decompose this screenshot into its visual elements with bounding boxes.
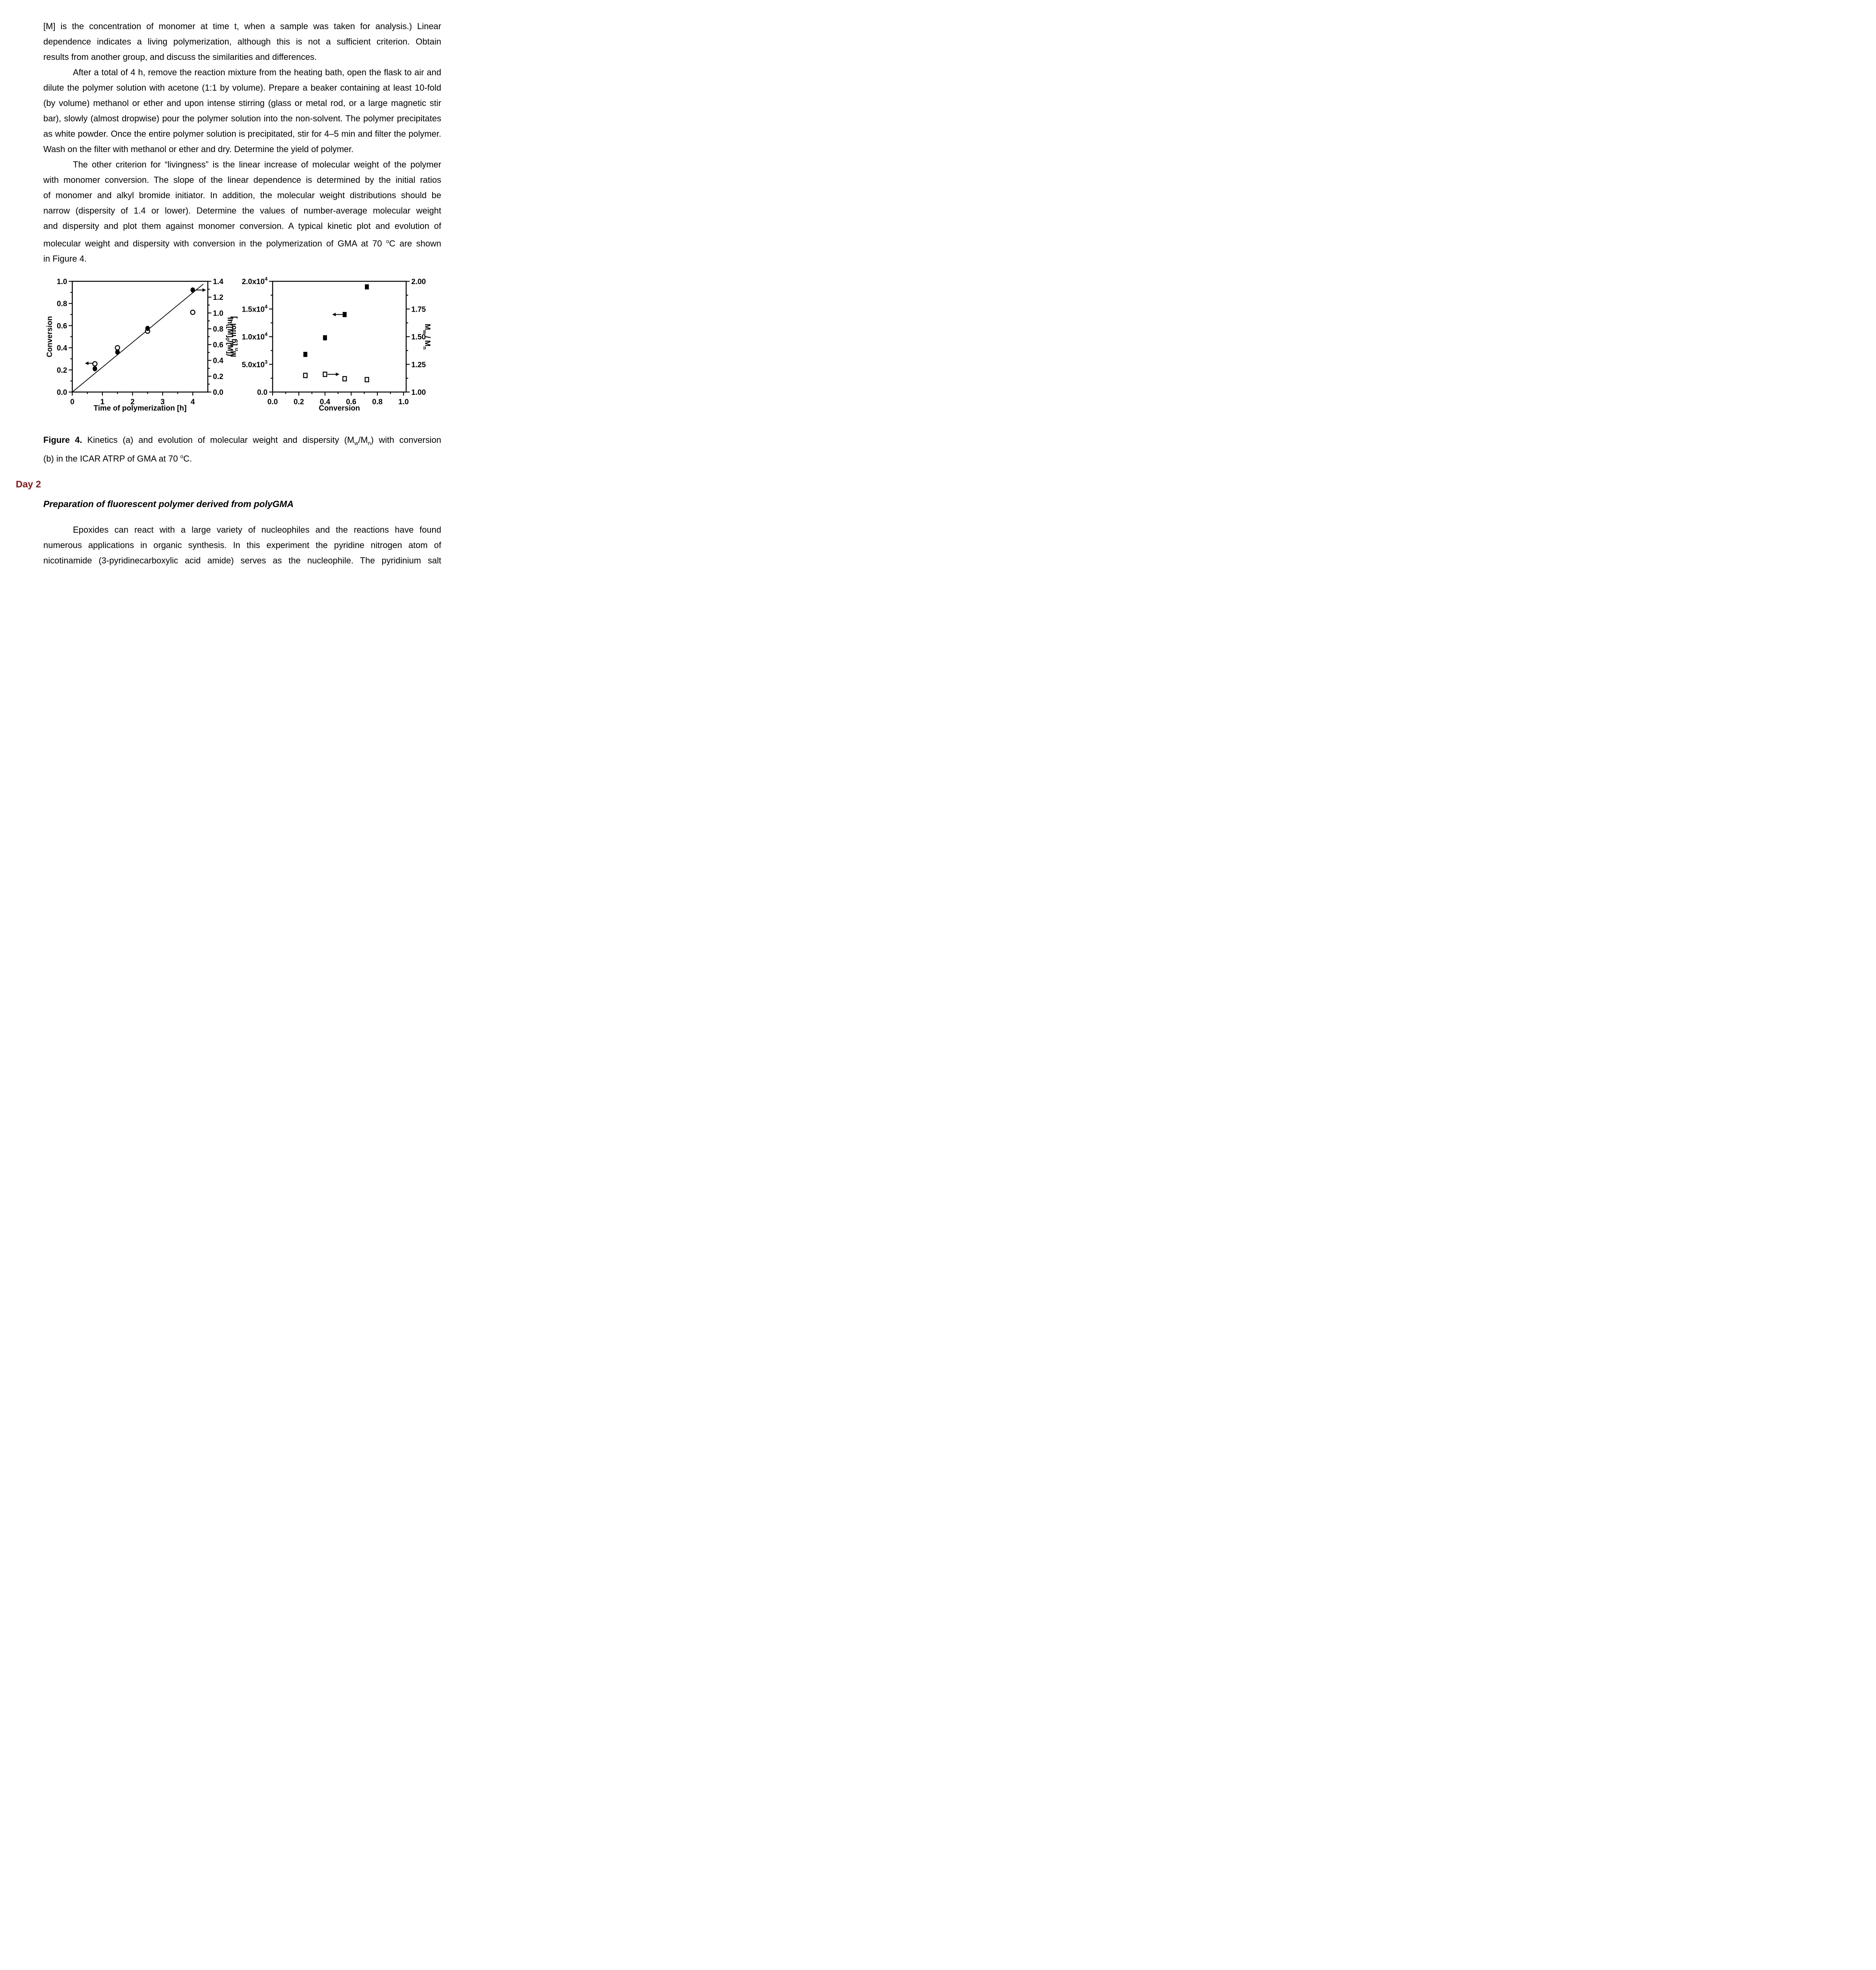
text-line: narrow (dispersity of 1.4 or lower). Det… [43, 206, 441, 216]
svg-text:0.8: 0.8 [372, 398, 383, 406]
svg-text:0.2: 0.2 [57, 366, 67, 375]
svg-text:1.0x104: 1.0x104 [242, 331, 268, 342]
text-line: dilute the polymer solution with acetone… [43, 83, 441, 93]
svg-text:0.6: 0.6 [57, 322, 67, 330]
svg-text:0.0: 0.0 [57, 388, 67, 397]
text-line: bar), slowly (almost dropwise) pour the … [43, 113, 441, 123]
svg-text:4: 4 [191, 398, 195, 406]
paragraph-3: The other criterion for “livingness” is … [43, 157, 441, 266]
text-line: (by volume) methanol or ether and upon i… [43, 98, 441, 108]
text-line: After a total of 4 h, remove the reactio… [73, 67, 441, 77]
svg-text:1.25: 1.25 [411, 361, 426, 369]
svg-text:0.2: 0.2 [213, 373, 223, 381]
svg-text:1.5x104: 1.5x104 [242, 303, 268, 314]
molecular-weight-chart: 0.0 0.2 0.4 0.6 0.8 1.0 Conversion 0.0 5.0x103 1.… [228, 276, 431, 413]
text-line: with monomer conversion. The slope of th… [43, 175, 441, 185]
paragraph-1: [M] is the concentration of monomer at t… [43, 19, 441, 65]
text-line: The other criterion for “livingness” is … [73, 160, 441, 169]
paragraph-2: After a total of 4 h, remove the reactio… [43, 65, 441, 157]
svg-text:0.8: 0.8 [57, 300, 67, 308]
svg-text:0.4: 0.4 [213, 357, 224, 365]
svg-text:0.2: 0.2 [293, 398, 304, 406]
document-page: [M] is the concentration of monomer at t… [0, 0, 469, 567]
svg-text:0.4: 0.4 [57, 344, 67, 353]
svg-text:1.4: 1.4 [213, 278, 224, 286]
text-line: [M] is the concentration of monomer at t… [43, 21, 441, 31]
svg-text:Mn [g mol-1]: Mn [g mol-1] [228, 316, 239, 357]
text-line: numerous applications in organic synthes… [43, 540, 441, 550]
svg-text:1.75: 1.75 [411, 305, 426, 314]
text-line: results from another group, and discuss … [43, 52, 317, 62]
svg-text:Mw / Mn: Mw / Mn [422, 324, 431, 350]
svg-text:0.0: 0.0 [213, 388, 223, 397]
text-line: of monomer and alkyl bromide initiator. … [43, 190, 441, 200]
svg-text:1.0: 1.0 [57, 278, 67, 286]
svg-text:2.0x104: 2.0x104 [242, 276, 268, 286]
svg-text:ln([M]0/[M]): ln([M]0/[M]) [225, 317, 234, 356]
svg-text:0.0: 0.0 [267, 398, 278, 406]
svg-text:1.2: 1.2 [213, 294, 223, 302]
text-line: and dispersity and plot them against mon… [43, 221, 441, 231]
svg-text:0.6: 0.6 [346, 398, 356, 406]
figure4-caption: Figure 4. Kinetics (a) and evolution of … [43, 433, 441, 466]
svg-text:0.4: 0.4 [320, 398, 331, 406]
text-line: as white powder. Once the entire polymer… [43, 129, 441, 139]
svg-text:0.0: 0.0 [257, 388, 267, 397]
text-line: molecular weight and dispersity with con… [43, 238, 441, 249]
text-line: Epoxides can react with a large variety … [73, 525, 441, 535]
text-line: Figure 4. Kinetics (a) and evolution of … [43, 435, 441, 446]
kinetics-chart: 0 1 2 3 4 Time of polymerization [h] 0.0 0.2 0.4… [46, 278, 234, 413]
text-line: nicotinamide (3-pyridinecarboxylic acid … [43, 556, 441, 565]
svg-text:2: 2 [130, 398, 135, 406]
svg-text:1.0: 1.0 [398, 398, 409, 406]
svg-text:1.00: 1.00 [411, 388, 426, 397]
svg-text:1.50: 1.50 [411, 333, 426, 342]
text-line: in Figure 4. [43, 254, 87, 264]
svg-text:1.0: 1.0 [213, 309, 223, 318]
section-heading: Preparation of fluorescent polymer deriv… [43, 499, 294, 509]
svg-text:1: 1 [100, 398, 105, 406]
svg-text:0: 0 [70, 398, 74, 406]
svg-text:0.8: 0.8 [213, 325, 223, 333]
paragraph-4: Epoxides can react with a large variety … [43, 522, 441, 567]
svg-text:2.00: 2.00 [411, 278, 426, 286]
text-line: Wash on the filter with methanol or ethe… [43, 144, 354, 154]
text-line: dependence indicates a living polymeriza… [43, 37, 441, 46]
figure4-charts: 0 1 2 3 4 Time of polymerization [h] 0.0 0.2 0.4… [46, 276, 431, 413]
svg-text:3: 3 [161, 398, 165, 406]
svg-text:Conversion: Conversion [46, 316, 54, 357]
svg-text:5.0x103: 5.0x103 [242, 359, 267, 369]
svg-text:0.6: 0.6 [213, 341, 223, 349]
svg-text:Time of polymerization [h]: Time of polymerization [h] [93, 404, 186, 413]
day2-heading: Day 2 [16, 479, 41, 490]
svg-text:Conversion: Conversion [319, 404, 360, 413]
text-line: (b) in the ICAR ATRP of GMA at 70 oC. [43, 453, 192, 464]
